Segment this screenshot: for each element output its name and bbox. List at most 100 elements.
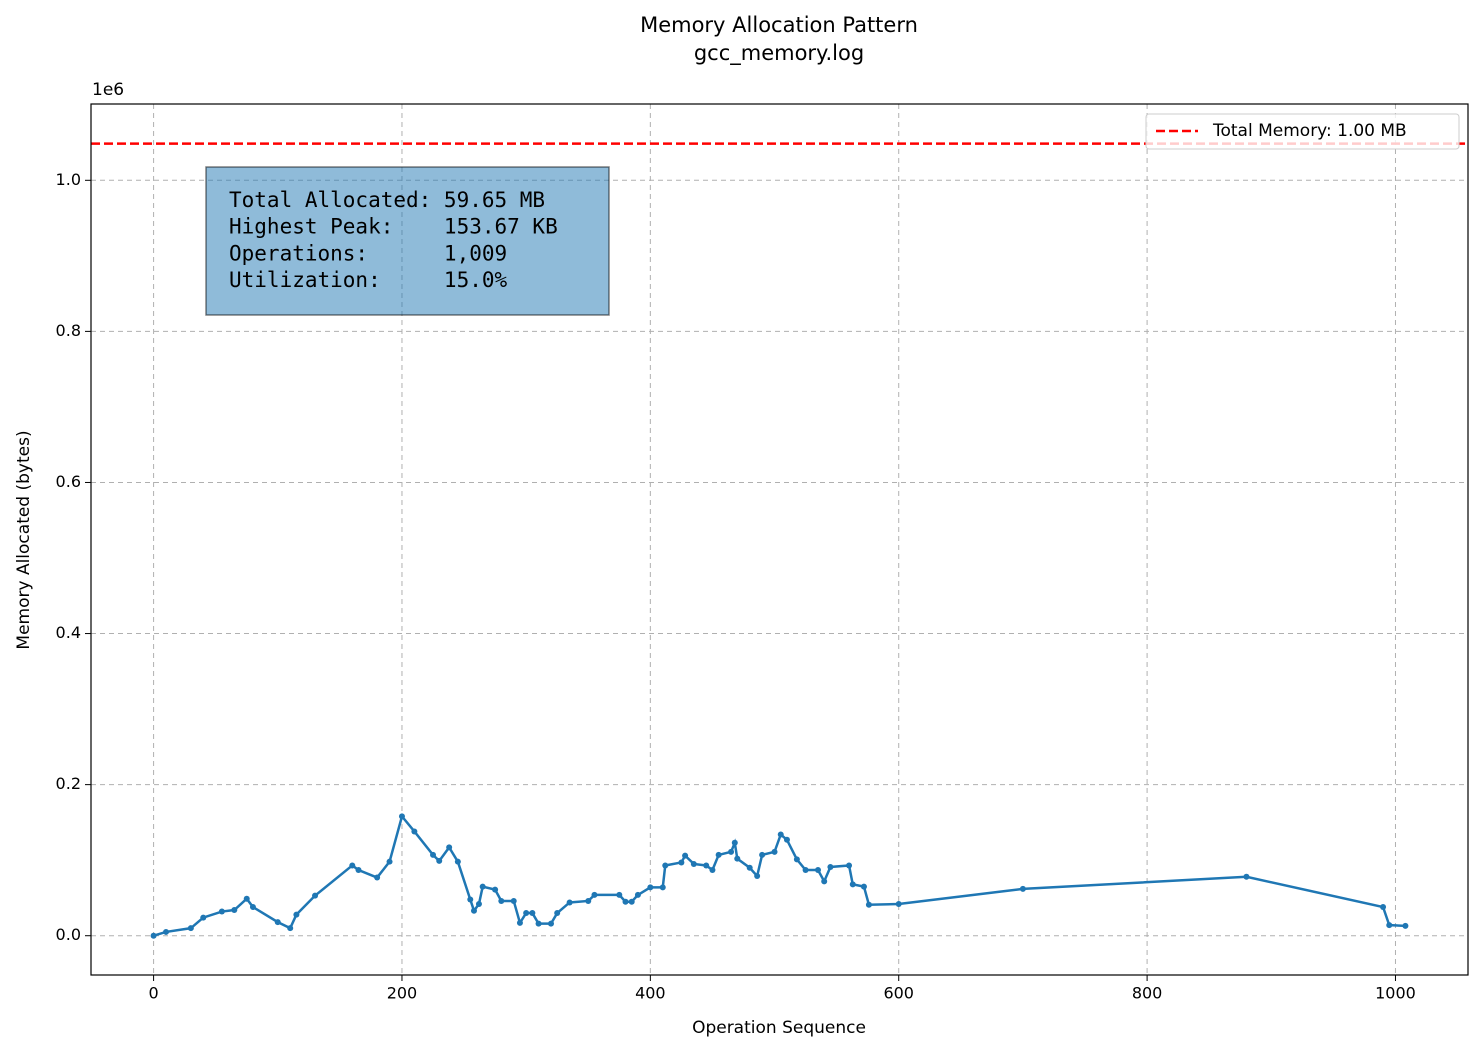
data-point	[827, 863, 834, 870]
data-point	[516, 919, 523, 926]
data-point	[802, 866, 809, 873]
data-point	[446, 844, 453, 851]
data-point	[355, 866, 362, 873]
y-tick-label: 1.0	[56, 170, 81, 189]
data-point	[1386, 922, 1393, 929]
data-point	[498, 897, 505, 904]
data-point	[249, 904, 256, 911]
data-point	[715, 851, 722, 858]
x-tick-label: 400	[635, 984, 666, 1003]
data-point	[479, 883, 486, 890]
data-point	[777, 831, 784, 838]
data-point	[1380, 904, 1387, 911]
data-point	[783, 836, 790, 843]
data-point	[709, 866, 716, 873]
data-point	[163, 928, 170, 935]
data-point	[554, 910, 561, 917]
data-point	[150, 932, 157, 939]
data-point	[293, 911, 300, 918]
axes-frame	[90, 103, 1469, 976]
data-point	[734, 855, 741, 862]
data-point	[274, 919, 281, 926]
data-point	[243, 895, 250, 902]
annotation-text: Highest Peak: 153.67 KB	[229, 215, 558, 239]
data-point	[591, 891, 598, 898]
legend-box	[1145, 113, 1460, 150]
data-point	[529, 910, 536, 917]
data-point	[386, 858, 393, 865]
data-point	[754, 873, 761, 880]
x-tick-label: 600	[883, 984, 914, 1003]
legend-label: Total Memory: 1.00 MB	[1212, 121, 1407, 141]
x-tick-label: 800	[1132, 984, 1163, 1003]
data-point	[860, 883, 867, 890]
data-point	[467, 896, 474, 903]
data-point	[759, 851, 766, 858]
data-point	[430, 851, 437, 858]
data-point	[547, 920, 554, 927]
chart-title: Memory Allocation Pattern	[640, 13, 918, 37]
data-point	[218, 908, 225, 915]
data-point	[1019, 885, 1026, 892]
data-point	[566, 899, 573, 906]
data-point	[622, 898, 629, 905]
data-point	[475, 900, 482, 907]
data-point	[628, 898, 635, 905]
x-tick-label: 0	[148, 984, 158, 1003]
y-offset-label: 1e6	[92, 80, 124, 100]
annotation-text: Total Allocated: 59.65 MB	[229, 188, 545, 212]
data-point	[678, 859, 685, 866]
y-tick-label: 0.4	[56, 623, 81, 642]
data-point	[771, 848, 778, 855]
annotation-text: Operations: 1,009	[229, 241, 507, 265]
data-point	[846, 862, 853, 869]
y-tick-label: 0.8	[56, 321, 81, 340]
data-point	[793, 856, 800, 863]
data-point	[647, 884, 654, 891]
data-point	[731, 839, 738, 846]
y-tick-label: 0.6	[56, 472, 81, 491]
data-point	[703, 862, 710, 869]
data-point	[374, 874, 381, 881]
data-point	[454, 858, 461, 865]
data-point	[1402, 922, 1409, 929]
data-point	[865, 901, 872, 908]
data-point	[1243, 873, 1250, 880]
data-point	[523, 910, 530, 917]
data-point	[436, 857, 443, 864]
data-point	[470, 907, 477, 914]
data-point	[849, 881, 856, 888]
data-point	[411, 828, 418, 835]
data-point	[634, 891, 641, 898]
data-point	[398, 813, 405, 820]
y-axis-label: Memory Allocated (bytes)	[14, 430, 34, 649]
data-point	[682, 852, 689, 859]
x-tick-label: 200	[387, 984, 418, 1003]
data-point	[492, 886, 499, 893]
data-point	[535, 920, 542, 927]
data-point	[231, 907, 238, 914]
data-point	[187, 925, 194, 932]
data-point	[821, 878, 828, 885]
data-point	[662, 862, 669, 869]
data-point	[690, 860, 697, 867]
data-point	[814, 866, 821, 873]
data-point	[312, 892, 319, 899]
data-point	[510, 897, 517, 904]
y-tick-label: 0.0	[56, 925, 81, 944]
x-axis-label: Operation Sequence	[692, 1018, 866, 1038]
data-point	[659, 884, 666, 891]
data-point	[895, 900, 902, 907]
annotation-text: Utilization: 15.0%	[229, 268, 508, 292]
data-point	[616, 891, 623, 898]
chart-subtitle: gcc_memory.log	[694, 41, 864, 66]
data-point	[349, 862, 356, 869]
x-tick-label: 1000	[1375, 984, 1416, 1003]
annotation-box	[205, 166, 610, 316]
data-point	[200, 914, 207, 921]
y-tick-label: 0.2	[56, 774, 81, 793]
data-point	[287, 925, 294, 932]
data-point	[585, 897, 592, 904]
data-point	[728, 848, 735, 855]
